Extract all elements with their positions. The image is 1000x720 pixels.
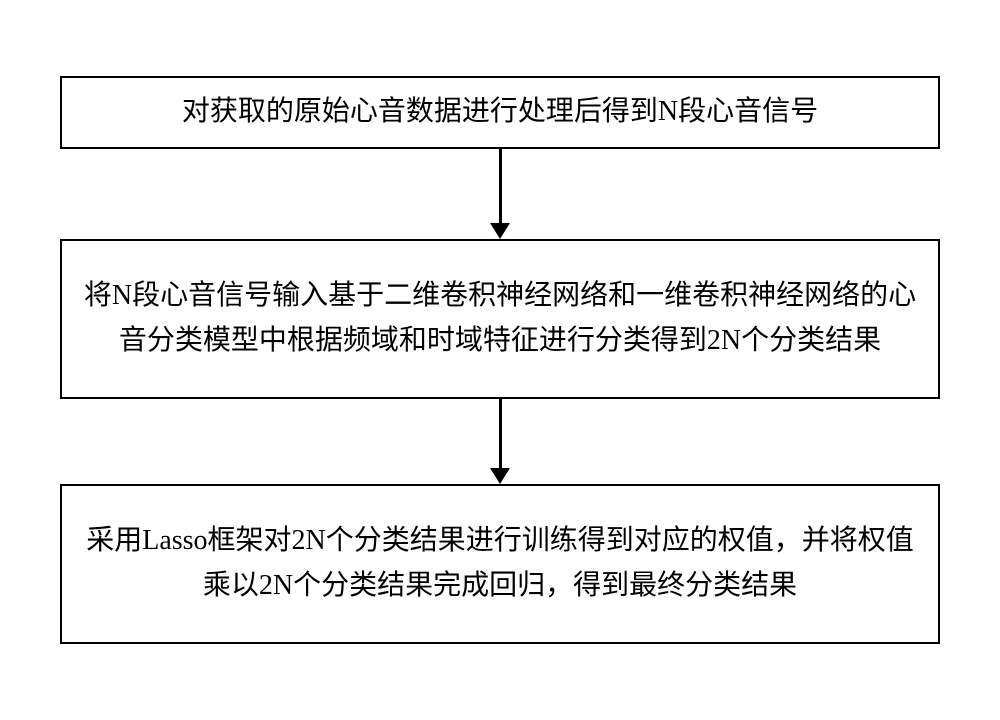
arrow-head-icon [490,468,510,484]
arrow-line [499,149,502,223]
flowchart-step-3: 采用Lasso框架对2N个分类结果进行训练得到对应的权值，并将权值乘以2N个分类… [60,484,940,644]
flowchart-arrow-2 [490,399,510,484]
arrow-head-icon [490,223,510,239]
arrow-line [499,399,502,468]
flowchart-container: 对获取的原始心音数据进行处理后得到N段心音信号 将N段心音信号输入基于二维卷积神… [40,76,960,644]
flowchart-step-2: 将N段心音信号输入基于二维卷积神经网络和一维卷积神经网络的心音分类模型中根据频域… [60,239,940,399]
flowchart-step-1: 对获取的原始心音数据进行处理后得到N段心音信号 [60,76,940,149]
flowchart-arrow-1 [490,149,510,239]
